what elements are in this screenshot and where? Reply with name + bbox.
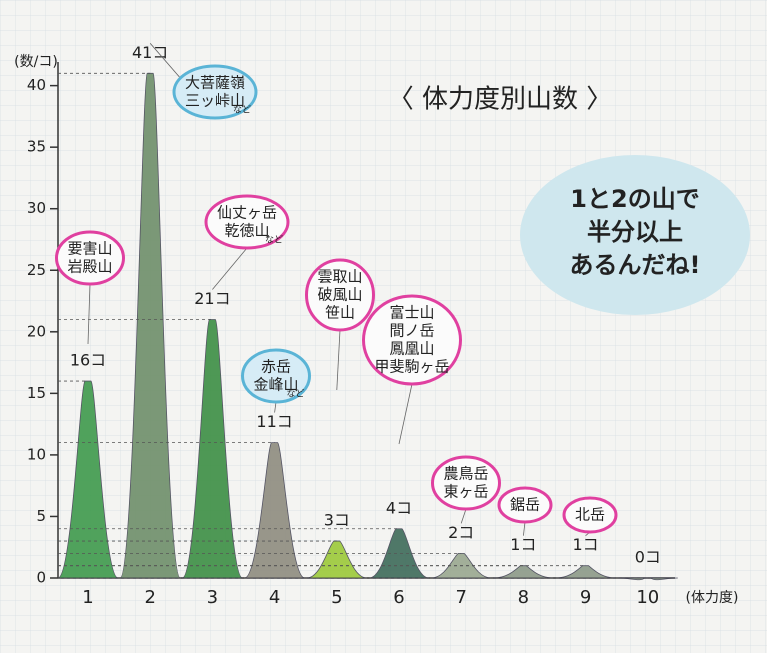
balloon-text: 農鳥岳 xyxy=(443,465,488,483)
comment-text: あるんだね! xyxy=(570,251,701,279)
value-label: 41コ xyxy=(132,43,168,62)
x-tick-label: 6 xyxy=(393,587,404,608)
x-tick-label: 5 xyxy=(331,587,342,608)
y-tick-label: 40 xyxy=(27,76,46,94)
mountain xyxy=(119,72,181,579)
value-label: 3コ xyxy=(324,511,350,530)
balloon-text: 鋸岳 xyxy=(510,496,540,514)
value-label: 2コ xyxy=(448,523,474,542)
x-axis-label: (体力度) xyxy=(686,590,739,606)
y-tick-label: 5 xyxy=(36,507,46,525)
mountain xyxy=(555,565,616,579)
balloon-text: 乾徳山 xyxy=(224,222,269,240)
x-tick-label: 2 xyxy=(144,587,155,608)
balloon-text: 北岳 xyxy=(575,506,605,524)
mountain xyxy=(306,540,367,579)
value-label: 4コ xyxy=(386,498,412,517)
pointer xyxy=(212,247,248,290)
mountain xyxy=(182,319,243,579)
comment-text: 1と2の山で xyxy=(570,185,699,213)
balloon-text: 破風山 xyxy=(317,286,362,304)
balloon-text: 間ノ岳 xyxy=(389,322,434,340)
pointer xyxy=(87,283,91,345)
balloon-text: 要害山 xyxy=(67,240,112,258)
pointer xyxy=(523,521,526,536)
chart-title: 〈 体力度別山数 〉 xyxy=(388,85,613,115)
y-tick-label: 20 xyxy=(27,322,46,340)
value-label: 0コ xyxy=(635,548,661,567)
balloon-text: 笹山 xyxy=(325,304,355,322)
y-tick-label: 25 xyxy=(27,261,46,279)
balloon-text: 赤岳 xyxy=(261,358,291,376)
comment-text: 半分以上 xyxy=(587,218,683,246)
balloon xyxy=(431,455,501,511)
balloon xyxy=(55,230,125,286)
balloon-note: など xyxy=(265,235,283,246)
balloon xyxy=(562,496,618,534)
pointer xyxy=(336,329,341,391)
y-tick-label: 30 xyxy=(27,199,46,217)
balloon-text: 富士山 xyxy=(389,304,434,322)
balloon xyxy=(305,258,375,332)
balloon xyxy=(204,194,290,250)
y-tick-label: 10 xyxy=(27,445,46,463)
value-label: 1コ xyxy=(510,535,536,554)
balloon-text: 雲取山 xyxy=(317,268,362,286)
balloon-text: 大菩薩嶺 xyxy=(185,74,245,92)
value-label: 21コ xyxy=(194,289,230,308)
pointer xyxy=(274,401,277,413)
mountain xyxy=(617,577,678,581)
x-tick-label: 7 xyxy=(455,587,466,608)
x-tick-label: 10 xyxy=(636,587,659,608)
balloon xyxy=(362,294,462,386)
balloon-text: 甲斐駒ヶ岳 xyxy=(374,358,449,376)
y-tick-label: 0 xyxy=(36,569,46,587)
balloon-text: 東ヶ岳 xyxy=(443,483,488,501)
mountain xyxy=(244,442,305,579)
comment-cloud xyxy=(520,155,750,315)
balloon-text: 仙丈ヶ岳 xyxy=(217,204,277,222)
y-tick-label: 15 xyxy=(27,384,46,402)
x-tick-label: 4 xyxy=(269,587,280,608)
y-tick-label: 35 xyxy=(27,138,46,156)
balloon-text: 金峰山 xyxy=(253,376,298,394)
x-tick-label: 1 xyxy=(82,587,93,608)
balloon-note: など xyxy=(286,389,304,400)
balloon-text: 岩殿山 xyxy=(67,258,112,276)
pointer xyxy=(398,383,413,445)
balloon-text: 鳳凰山 xyxy=(389,340,434,358)
value-label: 1コ xyxy=(573,535,599,554)
balloon xyxy=(241,348,311,404)
value-label: 16コ xyxy=(70,351,106,370)
pointer xyxy=(460,508,467,524)
balloon xyxy=(172,64,258,120)
balloon-note: など xyxy=(233,105,251,116)
y-axis-label: (数/コ) xyxy=(14,54,58,70)
value-label: 11コ xyxy=(256,412,292,431)
balloon-text: 三ッ峠山 xyxy=(185,92,245,110)
balloon xyxy=(497,486,553,524)
x-tick-label: 9 xyxy=(580,587,591,608)
x-tick-label: 3 xyxy=(207,587,218,608)
x-tick-label: 8 xyxy=(518,587,529,608)
